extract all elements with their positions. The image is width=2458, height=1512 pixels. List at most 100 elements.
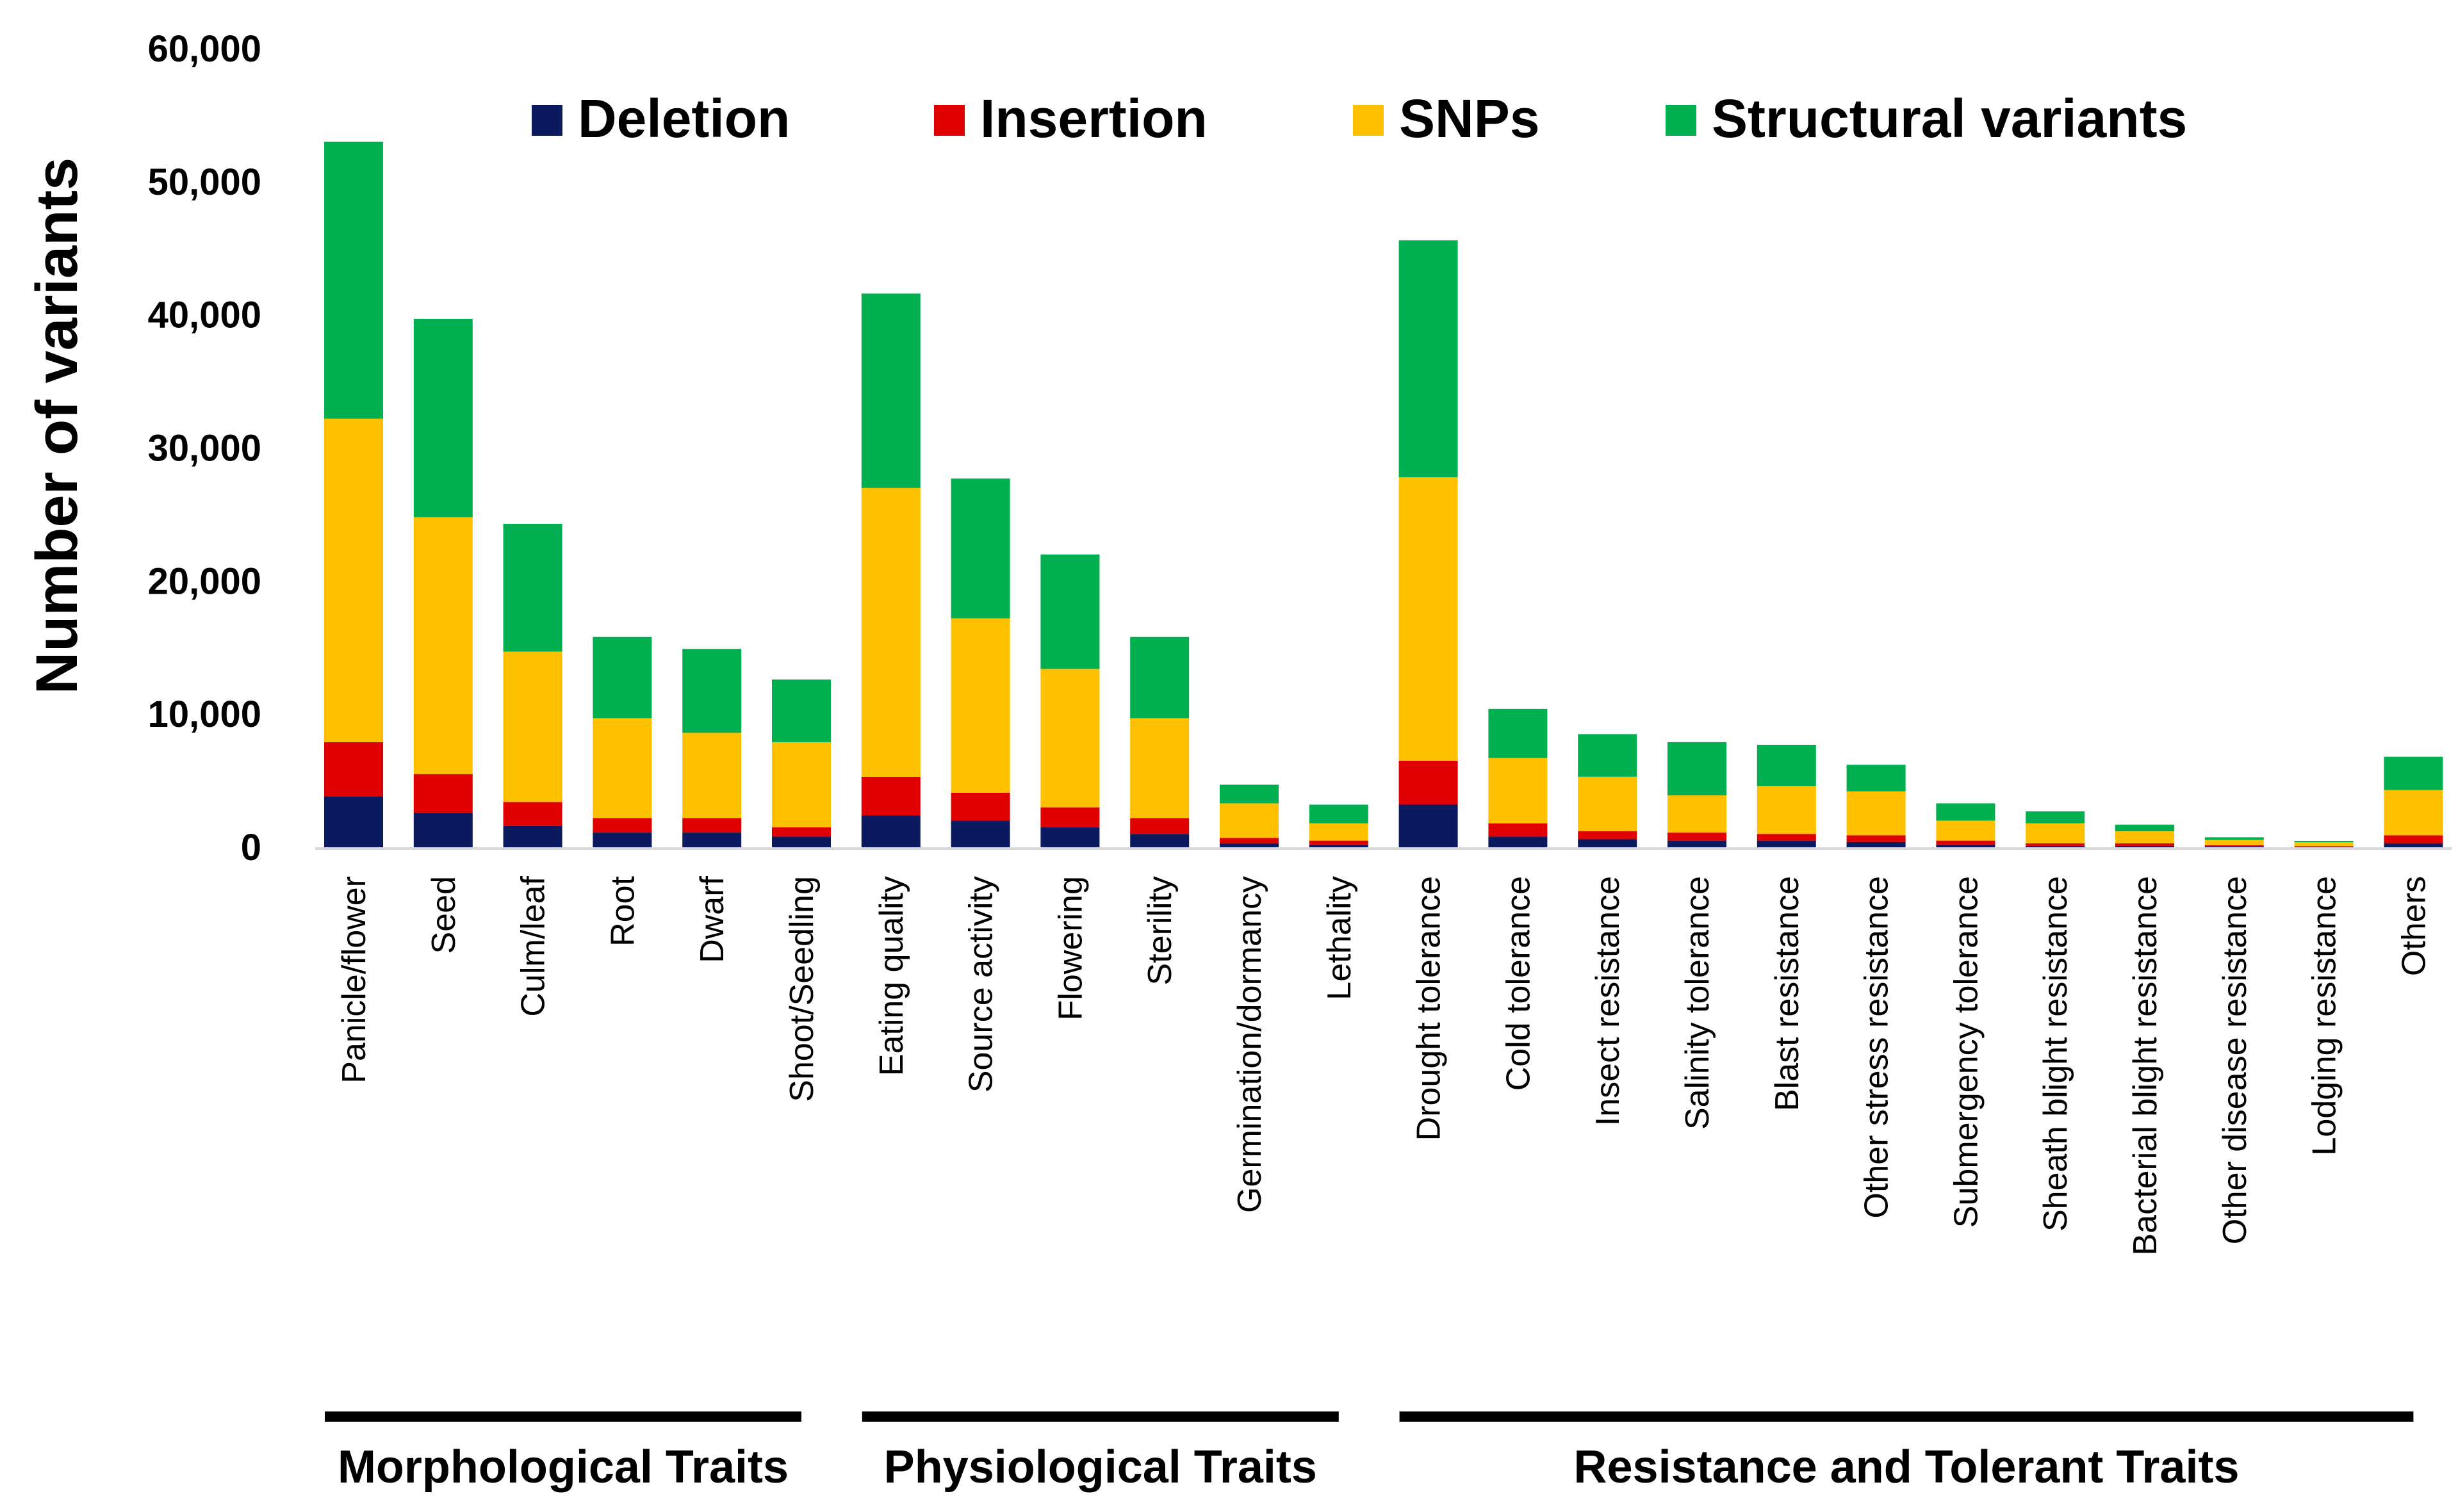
bar-segment-structural-variants-lodging-resistance bbox=[2294, 841, 2354, 843]
x-tick-label-other-disease-resistance: Other disease resistance bbox=[2216, 876, 2254, 1244]
bar-segment-structural-variants-drought-tolerance bbox=[1398, 240, 1458, 478]
bar-segment-snps-blast-resistance bbox=[1757, 786, 1816, 834]
bar-segment-deletion-lethality bbox=[1309, 844, 1368, 847]
bar-segment-snps-lethality bbox=[1309, 823, 1368, 841]
bar-segment-deletion-seed bbox=[413, 812, 473, 847]
bar-segment-snps-seed bbox=[413, 517, 473, 774]
bar-segment-deletion-panicle-flower bbox=[324, 797, 383, 847]
bar-segment-insertion-culm-leaf bbox=[503, 802, 562, 826]
bar-segment-insertion-lodging-resistance bbox=[2294, 846, 2354, 847]
x-tick-label-root: Root bbox=[604, 875, 641, 946]
bar-segment-snps-others bbox=[2384, 790, 2443, 836]
bar-segment-structural-variants-other-stress-resistance bbox=[1846, 765, 1906, 792]
bar-segment-structural-variants-source-activity bbox=[951, 478, 1010, 619]
x-axis-category-labels: Panicle/flower Seed Culm/leaf Root Dwarf Shoo… bbox=[336, 875, 2432, 1255]
legend-label-structural-variants: Structural variants bbox=[1712, 88, 2187, 149]
x-tick-label-panicle-flower: Panicle/flower bbox=[336, 876, 373, 1084]
y-tick-label: 20,000 bbox=[148, 560, 261, 602]
x-tick-label-culm-leaf: Culm/leaf bbox=[515, 875, 552, 1016]
bar-segment-snps-other-stress-resistance bbox=[1846, 791, 1906, 836]
bar-segment-structural-variants-sterility bbox=[1130, 637, 1190, 719]
x-tick-label-cold-tolerance: Cold tolerance bbox=[1500, 876, 1537, 1091]
bar-segment-insertion-eating-quality bbox=[861, 776, 921, 816]
bar-segment-insertion-others bbox=[2384, 835, 2443, 843]
legend-label-snps: SNPs bbox=[1399, 88, 1539, 149]
bar-segment-deletion-source-activity bbox=[951, 820, 1010, 847]
x-tick-label-flowering: Flowering bbox=[1052, 876, 1089, 1020]
group-label-resistance-and-tolerant-traits: Resistance and Tolerant Traits bbox=[1573, 1442, 2239, 1493]
bar-segment-structural-variants-blast-resistance bbox=[1757, 744, 1816, 786]
bar-segment-insertion-shoot-seedling bbox=[772, 827, 831, 837]
x-tick-label-sterility: Sterility bbox=[1142, 876, 1179, 985]
y-axis-label: Number of variants bbox=[24, 158, 90, 694]
bar-segment-structural-variants-culm-leaf bbox=[503, 523, 562, 652]
bar-segment-deletion-germination-dormancy bbox=[1220, 843, 1279, 847]
bar-segment-structural-variants-others bbox=[2384, 756, 2443, 790]
y-axis-ticks: 0 10,000 20,000 30,000 40,000 50,000 60,000 bbox=[148, 28, 261, 868]
bar-segment-snps-drought-tolerance bbox=[1398, 477, 1458, 761]
bar-segment-structural-variants-dwarf bbox=[682, 649, 742, 733]
bar-segment-structural-variants-lethality bbox=[1309, 804, 1368, 824]
bar-segment-structural-variants-sheath-blight-resistance bbox=[2026, 811, 2085, 824]
bar-segment-insertion-other-stress-resistance bbox=[1846, 835, 1906, 842]
bar-segment-deletion-sheath-blight-resistance bbox=[2026, 845, 2085, 847]
x-tick-label-eating-quality: Eating quality bbox=[873, 876, 910, 1076]
bar-segment-snps-cold-tolerance bbox=[1488, 758, 1548, 824]
bar-segment-deletion-cold-tolerance bbox=[1488, 836, 1548, 847]
x-tick-label-shoot-seedling: Shoot/Seedling bbox=[783, 876, 821, 1102]
bar-segment-insertion-sterility bbox=[1130, 818, 1190, 834]
x-tick-label-lethality: Lethality bbox=[1321, 876, 1358, 1000]
y-tick-label: 30,000 bbox=[148, 428, 261, 469]
bar-segment-insertion-drought-tolerance bbox=[1398, 760, 1458, 805]
bar-segment-insertion-flowering bbox=[1040, 807, 1100, 827]
bar-segment-insertion-germination-dormancy bbox=[1220, 838, 1279, 843]
legend-swatch-structural-variants bbox=[1666, 105, 1696, 136]
bar-segment-insertion-blast-resistance bbox=[1757, 834, 1816, 841]
bar-segment-structural-variants-eating-quality bbox=[861, 293, 921, 488]
bar-segment-deletion-flowering bbox=[1040, 827, 1100, 847]
legend-label-deletion: Deletion bbox=[578, 88, 790, 149]
trait-groups: Morphological Traits Physiological Traits… bbox=[325, 1411, 2414, 1493]
bar-segment-deletion-eating-quality bbox=[861, 815, 921, 847]
bar-segment-snps-insect-resistance bbox=[1578, 776, 1637, 832]
bar-segment-deletion-dwarf bbox=[682, 833, 742, 847]
bar-segment-snps-other-disease-resistance bbox=[2204, 840, 2264, 845]
bar-segment-structural-variants-shoot-seedling bbox=[772, 679, 831, 742]
x-tick-label-source-activity: Source activity bbox=[963, 876, 1000, 1093]
bars bbox=[324, 142, 2443, 847]
x-tick-label-others: Others bbox=[2395, 876, 2432, 976]
bar-segment-insertion-panicle-flower bbox=[324, 742, 383, 797]
bar-segment-insertion-root bbox=[593, 818, 652, 833]
bar-segment-insertion-seed bbox=[413, 774, 473, 813]
bar-segment-structural-variants-root bbox=[593, 637, 652, 719]
y-tick-label: 60,000 bbox=[148, 28, 261, 70]
bar-segment-deletion-other-stress-resistance bbox=[1846, 841, 1906, 847]
bar-segment-deletion-others bbox=[2384, 843, 2443, 847]
bar-segment-snps-culm-leaf bbox=[503, 651, 562, 802]
x-tick-label-germination-dormancy: Germination/dormancy bbox=[1231, 876, 1268, 1213]
y-tick-label: 40,000 bbox=[148, 295, 261, 336]
bar-segment-structural-variants-salinity-tolerance bbox=[1667, 742, 1726, 795]
bar-segment-deletion-submergency-tolerance bbox=[1936, 844, 1995, 847]
bar-segment-snps-salinity-tolerance bbox=[1667, 795, 1726, 833]
x-tick-label-drought-tolerance: Drought tolerance bbox=[1411, 876, 1448, 1141]
bar-segment-deletion-root bbox=[593, 833, 652, 847]
bar-segment-insertion-other-disease-resistance bbox=[2204, 845, 2264, 847]
bar-segment-snps-shoot-seedling bbox=[772, 742, 831, 827]
x-tick-label-salinity-tolerance: Salinity tolerance bbox=[1679, 876, 1716, 1130]
bar-segment-insertion-submergency-tolerance bbox=[1936, 840, 1995, 845]
bar-segment-snps-source-activity bbox=[951, 618, 1010, 793]
bar-segment-structural-variants-seed bbox=[413, 318, 473, 517]
bar-segment-insertion-cold-tolerance bbox=[1488, 823, 1548, 837]
x-tick-label-seed: Seed bbox=[425, 876, 463, 954]
bar-segment-structural-variants-other-disease-resistance bbox=[2204, 837, 2264, 840]
bar-segment-snps-eating-quality bbox=[861, 487, 921, 777]
legend-swatch-deletion bbox=[532, 105, 562, 136]
bar-segment-snps-bacterial-blight-resistance bbox=[2115, 831, 2174, 843]
bar-segment-insertion-source-activity bbox=[951, 792, 1010, 821]
bar-segment-structural-variants-insect-resistance bbox=[1578, 734, 1637, 777]
x-tick-label-dwarf: Dwarf bbox=[694, 875, 731, 963]
legend-swatch-insertion bbox=[934, 105, 965, 136]
bar-segment-deletion-sterility bbox=[1130, 834, 1190, 847]
